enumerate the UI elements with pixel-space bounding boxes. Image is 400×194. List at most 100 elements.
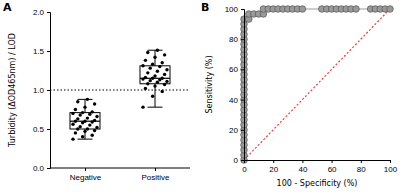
whisker-cap <box>78 99 93 100</box>
point <box>74 131 77 134</box>
tick: 1.5 <box>33 47 50 56</box>
point <box>151 63 154 66</box>
tick: 40 <box>229 96 244 105</box>
tick-label: 80 <box>357 165 366 174</box>
point <box>161 77 164 80</box>
point <box>81 111 84 114</box>
point <box>86 127 89 130</box>
point <box>149 66 152 69</box>
point <box>76 117 79 120</box>
tick-mark <box>390 160 391 163</box>
series-line <box>244 9 390 160</box>
tick-label: 40 <box>298 165 307 174</box>
point <box>146 71 149 74</box>
point <box>161 61 164 64</box>
point <box>76 100 79 103</box>
point <box>91 110 94 113</box>
point <box>74 108 77 111</box>
tick-label: 0.0 <box>33 164 45 173</box>
point <box>146 51 149 54</box>
point <box>71 112 74 115</box>
tick-mark <box>241 9 244 10</box>
point <box>153 74 156 77</box>
axis-line <box>245 161 391 164</box>
tick: 100 <box>384 160 398 174</box>
point <box>165 80 168 83</box>
tick-mark <box>47 168 50 169</box>
point <box>93 129 96 132</box>
point <box>163 83 166 86</box>
x-axis: Negative Positive <box>50 168 190 182</box>
point <box>141 64 144 67</box>
whisker-cap <box>148 50 163 51</box>
tick-mark <box>47 51 50 52</box>
tick-mark <box>241 100 244 101</box>
point <box>81 135 84 138</box>
whisker-cap <box>78 139 93 140</box>
tick: 20 <box>229 126 244 135</box>
tick: 100 <box>225 5 244 14</box>
tick-label: 0 <box>234 156 239 165</box>
tick-label: 1.0 <box>33 86 45 95</box>
plot-area: 0 20 40 60 80 100 0 20 40 60 80 100 <box>225 5 398 174</box>
tick-label: 0 <box>242 165 247 174</box>
tick-mark <box>155 168 156 171</box>
tick-mark <box>361 160 362 163</box>
point <box>79 125 82 128</box>
tick: 20 <box>269 160 278 174</box>
point <box>95 115 98 118</box>
tick-mark <box>47 90 50 91</box>
point <box>156 70 159 73</box>
tick: 0.0 <box>33 164 50 173</box>
point <box>71 123 74 126</box>
point <box>83 105 86 108</box>
point <box>153 84 156 87</box>
tick: 60 <box>328 160 337 174</box>
tick-mark <box>241 39 244 40</box>
point <box>163 73 166 76</box>
tick: Negative <box>70 168 102 182</box>
tick-label: 100 <box>225 5 239 14</box>
tick-mark <box>47 12 50 13</box>
tick-mark <box>241 160 244 161</box>
threshold-line <box>50 90 190 91</box>
y-axis: 0.00.51.01.52.0 <box>33 8 51 173</box>
point <box>95 126 98 129</box>
point <box>86 98 89 101</box>
axis-line <box>50 168 190 169</box>
tick: 60 <box>229 65 244 74</box>
whisker-cap <box>148 107 163 108</box>
point <box>156 49 159 52</box>
y-axis-title: Turbidity (ΔOD465nm) / LOD <box>8 33 17 148</box>
marks <box>50 49 190 141</box>
box <box>140 66 170 84</box>
tick-label: 40 <box>229 96 238 105</box>
axis-line <box>241 10 245 161</box>
point <box>158 65 161 68</box>
tick-label: 20 <box>269 165 278 174</box>
axis-line <box>47 13 51 169</box>
tick: 80 <box>229 35 244 44</box>
panel-label: B <box>201 1 209 14</box>
y-axis: 0 20 40 60 80 100 <box>225 5 245 165</box>
tick-label: Positive <box>141 173 170 182</box>
tick-label: Negative <box>70 173 102 182</box>
tick: 1.0 <box>33 86 50 95</box>
tick: 40 <box>298 160 307 174</box>
point <box>93 119 96 122</box>
box <box>70 113 100 129</box>
tick-mark <box>241 69 244 70</box>
tick-mark <box>241 130 244 131</box>
point <box>163 53 166 56</box>
point <box>144 59 147 62</box>
tick-mark <box>302 160 303 163</box>
point <box>88 123 91 126</box>
point <box>151 95 154 98</box>
point <box>146 82 149 85</box>
point <box>83 120 86 123</box>
tick-mark <box>85 168 86 171</box>
point <box>353 6 360 13</box>
tick-mark <box>273 160 274 163</box>
tick: 0 <box>242 160 247 174</box>
point <box>165 68 168 71</box>
